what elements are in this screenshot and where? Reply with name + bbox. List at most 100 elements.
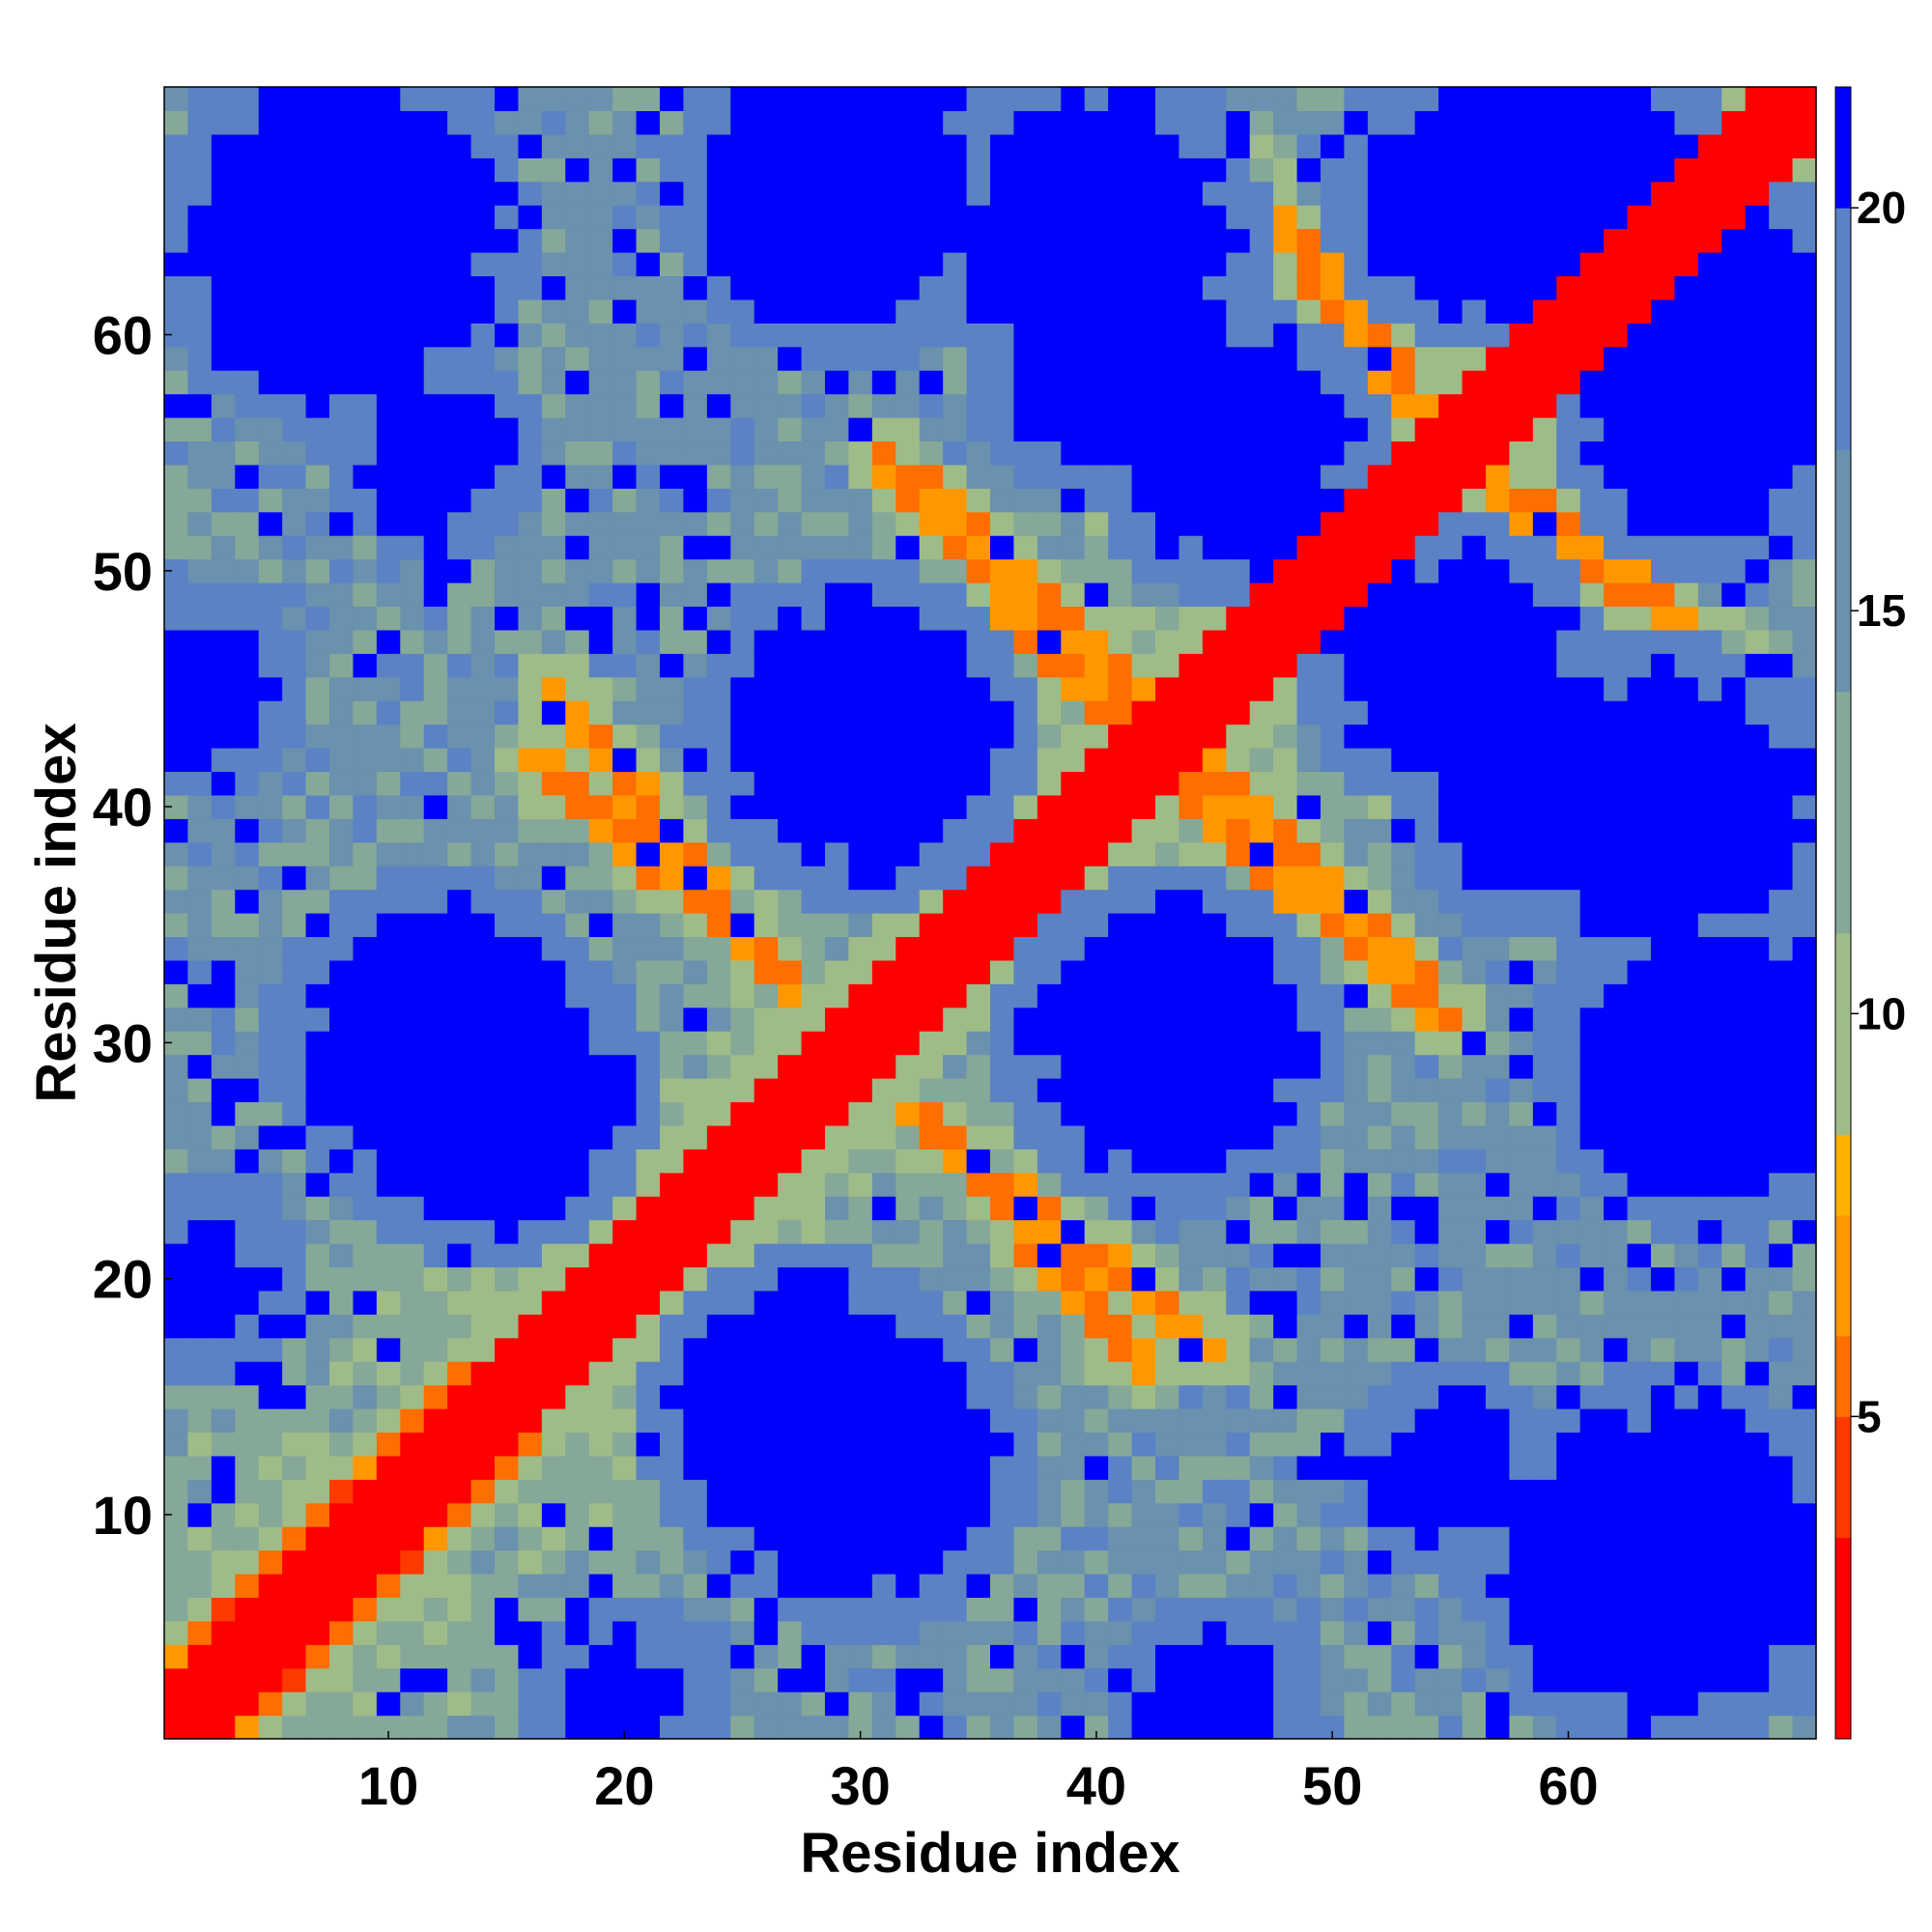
heatmap-cell (919, 1219, 944, 1244)
heatmap-cell (400, 205, 425, 230)
heatmap-cell (541, 866, 566, 891)
heatmap-cell (1697, 1526, 1722, 1551)
heatmap-cell (1532, 794, 1557, 819)
heatmap-cell (1226, 252, 1251, 277)
heatmap-cell (1273, 1172, 1298, 1197)
heatmap-cell (966, 440, 991, 466)
heatmap-cell (1061, 558, 1086, 583)
heatmap-cell (1486, 87, 1511, 112)
heatmap-cell (1131, 488, 1156, 513)
heatmap-cell (1792, 1196, 1817, 1221)
heatmap-cell (282, 1455, 307, 1480)
heatmap-cell (801, 983, 826, 1009)
heatmap-cell (565, 582, 590, 608)
heatmap-cell (1061, 1644, 1086, 1669)
heatmap-cell (730, 676, 755, 701)
heatmap-cell (730, 913, 755, 938)
heatmap-cell (871, 440, 896, 466)
heatmap-cell (1108, 1266, 1133, 1292)
heatmap-cell (1769, 959, 1794, 984)
heatmap-cell (1532, 582, 1557, 608)
heatmap-cell (895, 1384, 921, 1409)
heatmap-cell (778, 983, 803, 1009)
heatmap-cell (1013, 1266, 1038, 1292)
heatmap-cell (423, 1479, 448, 1504)
heatmap-cell (282, 275, 307, 300)
heatmap-cell (1321, 535, 1346, 560)
heatmap-cell (423, 1667, 448, 1692)
heatmap-cell (683, 157, 708, 183)
heatmap-cell (848, 889, 873, 914)
heatmap-cell (1321, 841, 1346, 867)
heatmap-cell (518, 1455, 543, 1480)
heatmap-cell (187, 866, 213, 891)
heatmap-cell (636, 794, 661, 819)
heatmap-cell (329, 629, 355, 654)
heatmap-cell (1697, 1574, 1722, 1599)
heatmap-cell (541, 558, 566, 583)
colorbar-segment (1835, 87, 1851, 209)
heatmap-cell (1532, 606, 1557, 631)
heatmap-cell (1769, 417, 1794, 442)
heatmap-cell (753, 157, 779, 183)
heatmap-cell (541, 653, 566, 678)
heatmap-cell (470, 1314, 496, 1339)
heatmap-cell (565, 1432, 590, 1457)
heatmap-cell (1344, 913, 1369, 938)
heatmap-cell (636, 1526, 661, 1551)
heatmap-cell (1792, 1361, 1817, 1386)
heatmap-cell (187, 748, 213, 773)
heatmap-cell (1084, 535, 1109, 560)
heatmap-cell (565, 205, 590, 230)
heatmap-cell (258, 1149, 283, 1174)
heatmap-cell (1391, 181, 1416, 206)
heatmap-cell (778, 1054, 803, 1079)
heatmap-cell (636, 488, 661, 513)
heatmap-cell (1462, 841, 1487, 867)
heatmap-cell (990, 1574, 1015, 1599)
heatmap-cell (1131, 1219, 1156, 1244)
heatmap-cell (1556, 1549, 1581, 1575)
heatmap-cell (660, 275, 685, 300)
heatmap-cell (1604, 346, 1629, 371)
heatmap-cell (305, 1219, 330, 1244)
heatmap-cell (1296, 511, 1321, 536)
heatmap-cell (1721, 1078, 1747, 1103)
heatmap-cell (1745, 440, 1770, 466)
heatmap-cell (1321, 393, 1346, 418)
heatmap-cell (706, 936, 731, 961)
heatmap-cell (753, 983, 779, 1009)
heatmap-cell (541, 1408, 566, 1434)
heatmap-cell (753, 228, 779, 253)
heatmap-cell (1674, 582, 1699, 608)
heatmap-cell (1131, 771, 1156, 796)
heatmap-cell (1627, 157, 1652, 183)
heatmap-cell (1414, 959, 1439, 984)
heatmap-cell (1674, 252, 1699, 277)
heatmap-cell (1013, 1432, 1038, 1457)
heatmap-cell (1061, 771, 1086, 796)
heatmap-cell (1131, 133, 1156, 158)
heatmap-cell (825, 1715, 850, 1740)
heatmap-cell (919, 653, 944, 678)
heatmap-cell (612, 1502, 638, 1527)
heatmap-cell (211, 841, 236, 867)
heatmap-cell (1226, 464, 1251, 489)
heatmap-cell (778, 1667, 803, 1692)
heatmap-cell (848, 771, 873, 796)
heatmap-cell (848, 87, 873, 112)
heatmap-cell (329, 983, 355, 1009)
heatmap-cell (871, 1124, 896, 1150)
heatmap-cell (730, 228, 755, 253)
heatmap-cell (187, 323, 213, 348)
heatmap-cell (1061, 1266, 1086, 1292)
heatmap-cell (258, 676, 283, 701)
heatmap-cell (1556, 110, 1581, 135)
heatmap-cell (778, 606, 803, 631)
heatmap-cell (1084, 983, 1109, 1009)
heatmap-cell (1155, 1455, 1180, 1480)
heatmap-cell (1462, 488, 1487, 513)
heatmap-cell (683, 346, 708, 371)
heatmap-cell (1486, 1243, 1511, 1268)
heatmap-cell (470, 535, 496, 560)
